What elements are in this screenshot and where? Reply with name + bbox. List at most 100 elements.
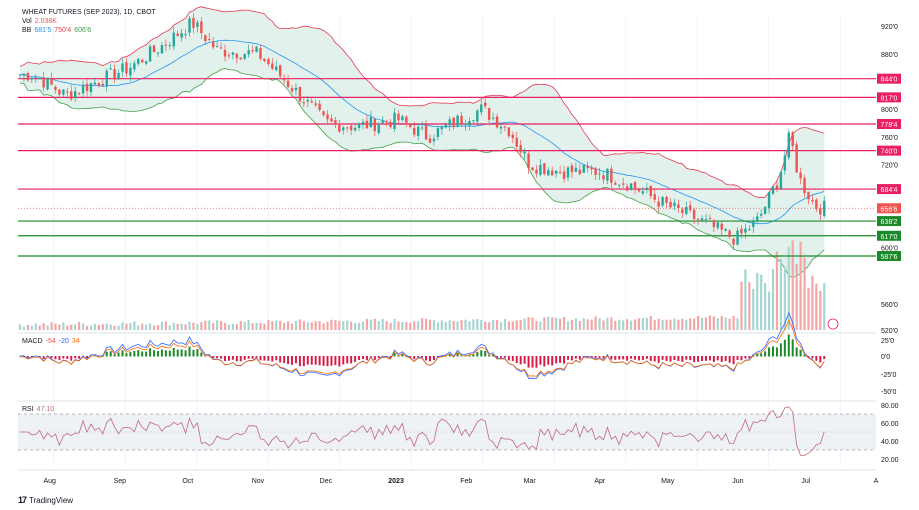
candle-body bbox=[535, 169, 538, 174]
candle-body bbox=[562, 171, 566, 179]
volume-bar bbox=[590, 319, 593, 330]
candle-body bbox=[314, 103, 317, 106]
macd-histogram-bar bbox=[795, 347, 798, 357]
volume-bar bbox=[732, 315, 735, 330]
time-axis-tick: Sep bbox=[114, 478, 127, 485]
candle-body bbox=[70, 91, 73, 100]
candle-body bbox=[499, 126, 503, 129]
macd-histogram-bar bbox=[350, 356, 353, 364]
bb-lower-line bbox=[19, 67, 825, 278]
candle-body bbox=[819, 208, 822, 215]
macd-histogram-bar bbox=[346, 356, 349, 364]
candle-body bbox=[255, 46, 258, 52]
volume-bar bbox=[811, 275, 814, 330]
macd-histogram-bar bbox=[720, 356, 723, 362]
macd-histogram-bar bbox=[393, 353, 396, 357]
candle-body bbox=[405, 116, 408, 123]
candle-body bbox=[204, 35, 207, 42]
bb-legend-basis: 681'5 bbox=[34, 27, 52, 34]
volume-bar bbox=[298, 319, 302, 330]
macd-histogram-bar bbox=[86, 356, 89, 359]
volume-bar bbox=[523, 318, 526, 330]
candle-body bbox=[259, 48, 262, 59]
volume-bar bbox=[243, 321, 246, 330]
candle-body bbox=[795, 144, 798, 173]
volume-bar bbox=[578, 321, 581, 330]
price-candles bbox=[18, 13, 826, 250]
volume-bar bbox=[46, 325, 49, 330]
candle-body bbox=[133, 63, 136, 70]
volume-bar bbox=[326, 321, 329, 330]
macd-histogram-bar bbox=[760, 353, 763, 357]
volume-legend: Vol 2.038K bbox=[22, 17, 156, 26]
volume-bar bbox=[460, 319, 463, 330]
volume-bar bbox=[66, 325, 69, 330]
macd-histogram-bar bbox=[440, 355, 443, 357]
macd-histogram-bar bbox=[626, 356, 629, 361]
macd-histogram-bar bbox=[791, 339, 794, 357]
rsi-axis-tick: 80.00 bbox=[881, 403, 899, 410]
tradingview-footer[interactable]: 17 TradingView bbox=[18, 495, 73, 505]
macd-histogram-bar bbox=[732, 356, 735, 365]
volume-bar bbox=[26, 324, 29, 330]
macd-histogram-bar bbox=[251, 356, 254, 359]
macd-histogram-bar bbox=[235, 356, 238, 362]
rsi-axis-tick: 40.00 bbox=[881, 439, 899, 446]
macd-histogram-bar bbox=[50, 356, 53, 359]
volume-bar bbox=[527, 317, 530, 330]
volume-bar bbox=[594, 316, 597, 330]
macd-histogram-bar bbox=[815, 356, 818, 361]
macd-histogram-bar bbox=[574, 356, 577, 359]
candle-body bbox=[574, 167, 578, 172]
volume-bar bbox=[318, 321, 321, 330]
candle-body bbox=[645, 187, 649, 190]
volume-bar bbox=[251, 323, 254, 330]
volume-bar bbox=[677, 319, 680, 330]
macd-histogram-bar bbox=[168, 350, 171, 357]
macd-histogram-bar bbox=[519, 356, 522, 365]
level-tag bbox=[877, 92, 901, 103]
volume-bar bbox=[267, 319, 270, 330]
candle-body bbox=[278, 65, 282, 77]
candle-body bbox=[239, 57, 242, 60]
volume-bar bbox=[409, 322, 412, 330]
volume-legend-value: 2.038K bbox=[34, 18, 57, 25]
volume-bar bbox=[649, 315, 652, 330]
macd-histogram-bar bbox=[409, 356, 412, 358]
volume-bar bbox=[279, 320, 282, 330]
candle-body bbox=[708, 218, 712, 220]
macd-histogram-bar bbox=[507, 356, 510, 361]
candle-body bbox=[393, 112, 396, 129]
macd-histogram-bar bbox=[610, 356, 613, 360]
candle-body bbox=[156, 52, 160, 54]
macd-histogram-bar bbox=[70, 356, 73, 361]
macd-histogram-bar bbox=[480, 350, 483, 357]
volume-bar bbox=[346, 320, 349, 330]
candle-body bbox=[653, 194, 656, 200]
volume-bar bbox=[373, 318, 376, 330]
macd-histogram-bar bbox=[263, 356, 266, 361]
volume-bar bbox=[275, 320, 278, 330]
volume-bar bbox=[97, 324, 100, 330]
candle-body bbox=[728, 230, 731, 237]
volume-bar bbox=[421, 318, 424, 330]
volume-bar bbox=[488, 322, 491, 330]
volume-bar bbox=[212, 323, 215, 330]
volume-bar bbox=[716, 318, 719, 330]
volume-bar bbox=[188, 321, 191, 330]
candle-body bbox=[582, 164, 585, 173]
level-tag-label: 740'0 bbox=[881, 149, 898, 156]
macd-histogram-bar bbox=[712, 356, 715, 363]
volume-bar bbox=[448, 320, 451, 330]
candle-body bbox=[188, 18, 191, 33]
candle-body bbox=[756, 216, 759, 222]
candle-body bbox=[476, 110, 479, 122]
volume-bar bbox=[760, 274, 763, 330]
volume-bar bbox=[539, 321, 542, 330]
candle-body bbox=[397, 113, 400, 121]
level-tag bbox=[877, 230, 901, 241]
volume-bar bbox=[618, 319, 621, 330]
volume-bar bbox=[503, 318, 507, 330]
candle-body bbox=[531, 167, 534, 171]
